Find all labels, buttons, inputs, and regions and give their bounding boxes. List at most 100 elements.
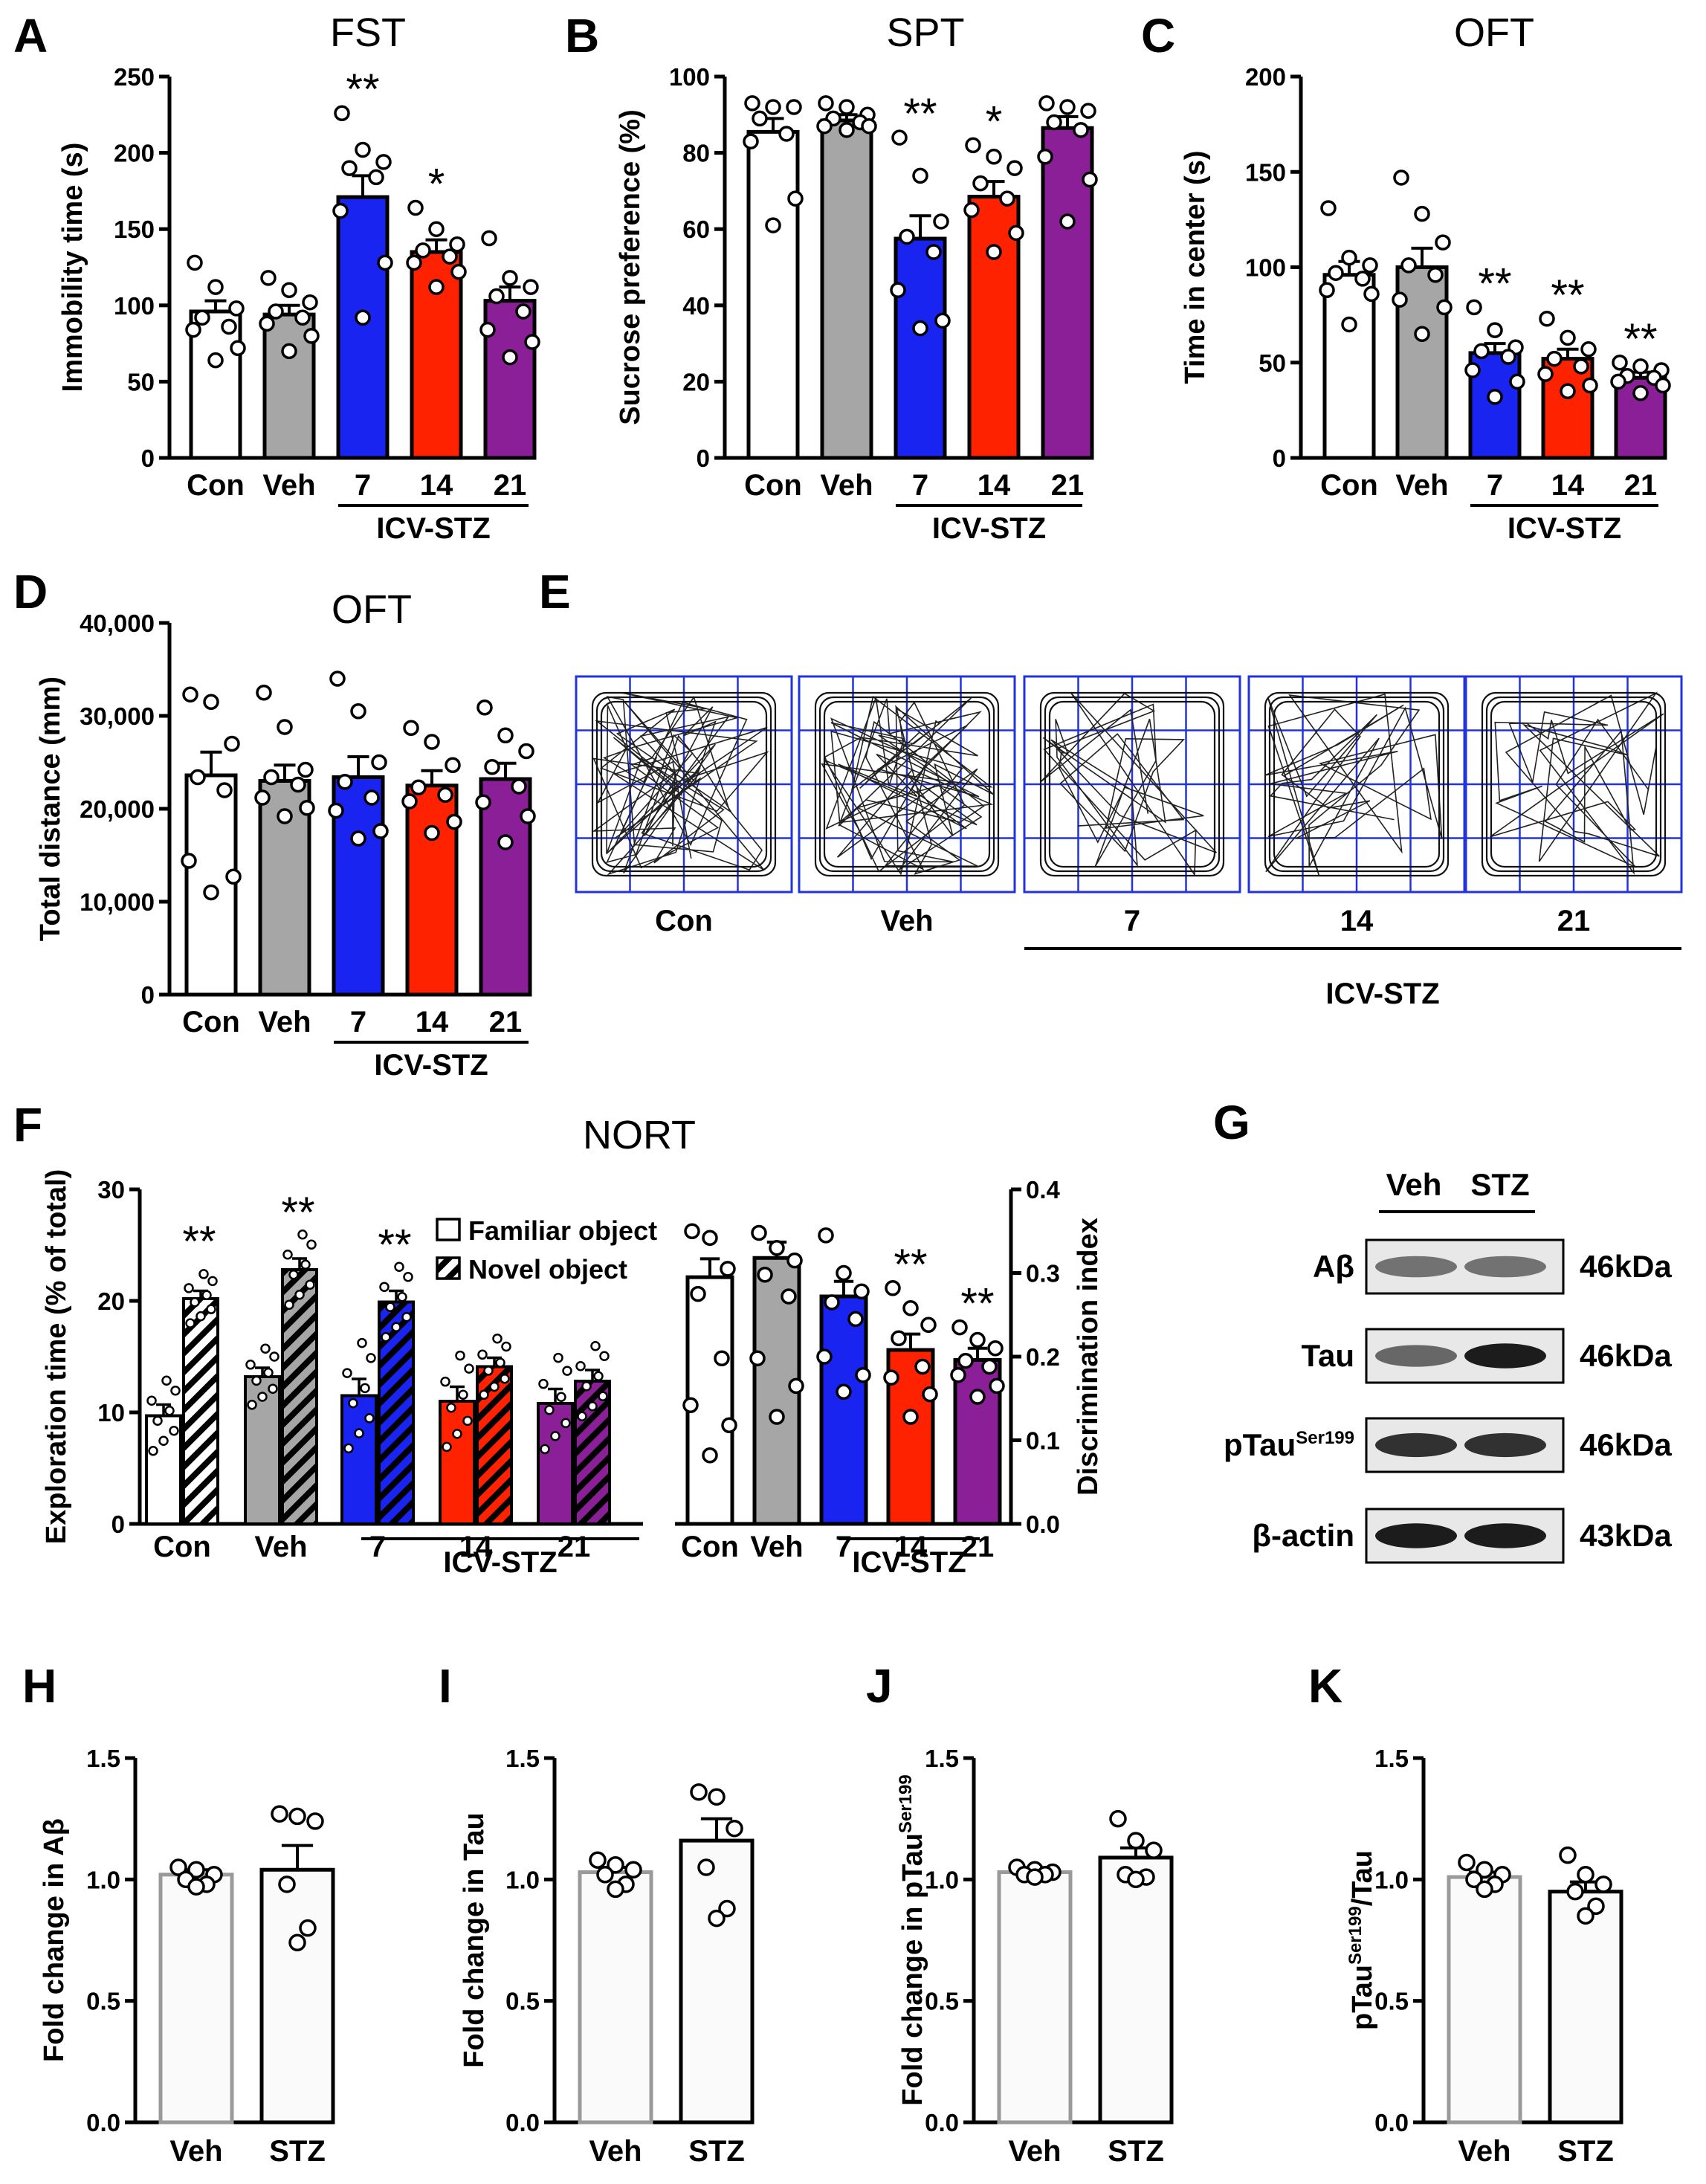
y-tick-label: 40 [682,292,710,320]
bar [820,118,873,460]
data-point [769,1409,785,1425]
data-point [538,1378,549,1389]
data-point [778,126,795,142]
data-point [341,160,358,176]
data-point [381,1332,391,1343]
data-point [925,244,942,260]
data-point [228,300,245,317]
y-tick-label: 250 [114,63,155,91]
category-label: STZ [269,2135,326,2168]
group-label: ICV-STZ [1325,978,1439,1010]
data-point [1577,1907,1594,1925]
data-point [1341,249,1357,266]
category-label: Veh [254,1531,307,1563]
data-point [702,1230,718,1246]
data-point [299,1919,317,1937]
data-point [957,1352,974,1369]
significance-stars: ** [1551,271,1584,320]
data-point [428,279,445,295]
data-point [1341,316,1357,333]
panel-label: E [539,565,571,618]
data-point [371,754,387,771]
bar [997,1870,1073,2125]
panel-E: E Con Veh 7 14 21 ICV-STZ [539,565,1683,1010]
track-perimeter [823,700,991,868]
data-point [158,1435,169,1446]
data-point [497,727,514,743]
data-point [185,1318,196,1328]
y-tick-label: 100 [114,292,155,320]
data-point [269,1351,280,1362]
y-axis-label-main: Fold change in pTau [897,1833,928,2106]
data-point [969,1389,986,1405]
data-point [1363,285,1380,303]
group-label: ICV-STZ [852,1546,966,1579]
data-point [690,1783,708,1801]
data-point [540,1444,550,1455]
data-point [297,1230,308,1240]
data-point [277,808,293,824]
data-point [452,1429,462,1439]
category-label: 14 [1551,469,1585,502]
data-point [720,1261,736,1277]
data-point [207,352,224,369]
data-point [749,1350,766,1366]
data-point [523,279,539,295]
category-label: STZ [688,2135,745,2168]
y-axis-label: Fold change in pTauSer199 [896,1774,928,2105]
data-point [1487,389,1503,405]
y-tick-label: 0.5 [1374,1988,1409,2015]
y-axis-label: Total distance (mm) [35,676,66,941]
panel-K: K 0.0 0.5 1.0 1.5 pTauSer199/Tau Veh STZ [1308,1659,1623,2168]
data-point [891,1330,907,1346]
category-label: Veh [1008,2135,1061,2168]
data-point [818,95,834,112]
data-point [786,1252,803,1269]
y-tick-label: 1.0 [505,1866,540,1893]
category-label: 7 [1487,469,1503,502]
data-point [1393,169,1409,186]
significance-stars: ** [903,90,937,138]
data-point [950,1367,966,1383]
data-point [1458,1853,1476,1872]
category-label: 14 [894,1531,928,1563]
data-point [440,1376,450,1387]
data-point [577,1411,587,1421]
data-point [818,1227,834,1244]
data-point [1046,114,1062,131]
bar [746,129,800,460]
data-point [933,213,949,230]
data-point [294,309,311,326]
category-label: Veh [589,2135,642,2168]
data-point [281,282,297,299]
y-tick-label: 10,000 [80,888,155,916]
category-label: Con [182,1006,240,1038]
panel-I: I 0.0 0.5 1.0 1.5 Fold change in Tau Veh STZ [439,1659,755,2168]
blot-row-sup: Ser199 [1296,1428,1354,1448]
bar [189,309,242,460]
y-tick-label: 0.0 [1026,1511,1060,1538]
y-axis-label: Immobility time (s) [57,143,88,392]
category-label: Con [153,1531,211,1563]
data-point [484,759,500,775]
data-point [902,1409,919,1425]
data-point [397,1292,407,1302]
data-point [288,1270,299,1280]
data-point [1473,343,1490,360]
data-point [765,217,781,233]
data-point [479,321,496,338]
bar [1447,1875,1522,2125]
panel-label: F [13,1098,42,1151]
data-point [495,1357,505,1368]
y-axis-label: Sucrose preference (%) [615,109,646,425]
track-perimeter [600,700,768,868]
y-tick-label: 30 [97,1176,125,1204]
blot-band [1464,1432,1546,1458]
data-point [251,1375,262,1386]
data-point [836,1264,852,1282]
group-label: ICV-STZ [932,512,1046,545]
data-point [787,190,804,207]
data-point [1145,1841,1163,1859]
y-tick-label: 1.0 [86,1866,120,1893]
y-tick-label: 0.5 [925,1988,959,2015]
